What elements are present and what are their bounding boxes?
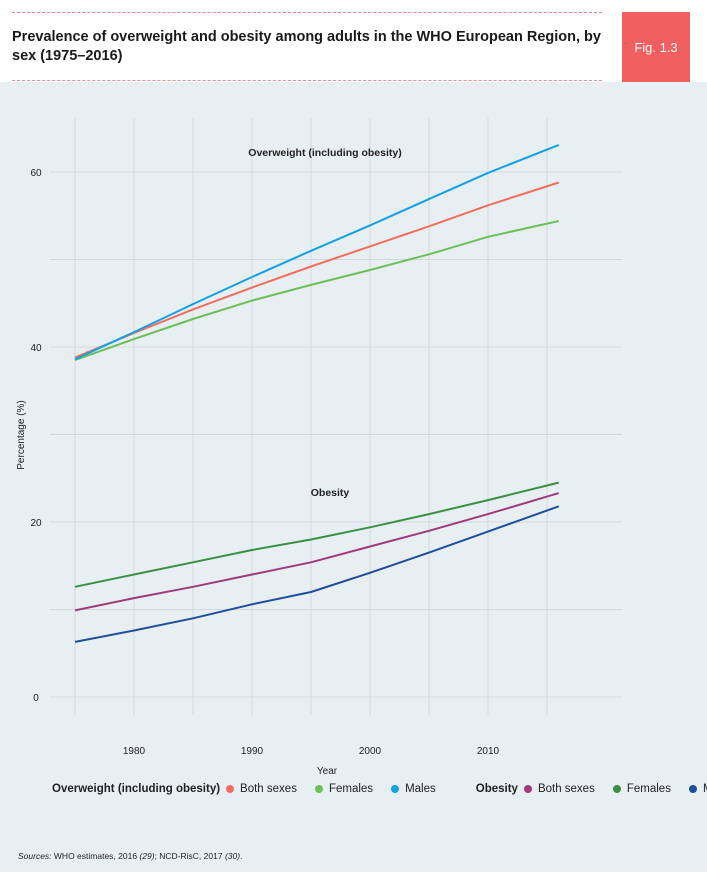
legend-label: Both sexes xyxy=(240,783,297,795)
source-ref: (29) xyxy=(139,851,155,861)
y-axis-label: Percentage (%) xyxy=(16,400,27,469)
legend-item: Females xyxy=(314,783,374,795)
source-text: WHO estimates, 2016 xyxy=(51,851,140,861)
legend-item: Both sexes xyxy=(523,783,595,795)
x-axis-label: Year xyxy=(317,766,338,777)
legend-label: Males xyxy=(703,783,707,795)
legend-group-title: Overweight (including obesity) xyxy=(52,783,221,795)
legend-item: Males xyxy=(688,783,707,795)
source-ref: (30) xyxy=(224,851,241,861)
x-tick-label: 2000 xyxy=(359,746,382,757)
x-tick-label: 1990 xyxy=(241,746,264,757)
source-text: ; NCD-RisC, 2017 xyxy=(154,851,225,861)
legend-marker-icon xyxy=(688,785,697,793)
series-line-obesity-both-sexes xyxy=(74,492,560,612)
x-tick-label: 2010 xyxy=(477,746,500,757)
legend-marker-icon xyxy=(391,785,400,793)
top-divider xyxy=(12,12,602,13)
legend-marker-icon xyxy=(226,785,235,793)
y-tick-label: 0 xyxy=(33,693,39,704)
y-tick-label: 20 xyxy=(30,518,42,529)
figure-label: Fig. 1.3 xyxy=(622,12,690,82)
legend-label: Females xyxy=(328,783,374,795)
x-tick-label: 1980 xyxy=(123,746,146,757)
series-line-overweight-males xyxy=(74,143,560,361)
chart-panel xyxy=(0,82,707,872)
legend-label: Females xyxy=(626,783,671,795)
legend-item: Females xyxy=(612,783,671,795)
legend-marker-icon xyxy=(612,785,621,793)
panel-label-obesity: Obesity xyxy=(311,487,350,499)
series-line-overweight-females xyxy=(74,220,560,362)
legend-label: Males xyxy=(405,783,436,795)
source-prefix: Sources: xyxy=(18,851,52,861)
source-note: Sources: WHO estimates, 2016 (29); NCD-R… xyxy=(18,851,242,861)
source-text: . xyxy=(240,851,243,861)
bottom-divider xyxy=(12,80,602,81)
chart-title: Prevalence of overweight and obesity amo… xyxy=(12,29,601,64)
series-line-overweight-both-sexes xyxy=(74,181,560,359)
legend: Overweight (including obesity) Both sexes… xyxy=(52,783,707,795)
legend-item: Both sexes xyxy=(226,783,297,795)
y-tick-label: 40 xyxy=(30,343,42,354)
y-tick-label: 60 xyxy=(30,168,42,179)
legend-label: Both sexes xyxy=(537,783,595,795)
series-line-obesity-females xyxy=(74,481,560,588)
legend-item: Males xyxy=(391,783,436,795)
series-line-obesity-males xyxy=(74,505,560,643)
legend-marker-icon xyxy=(523,785,532,793)
legend-marker-icon xyxy=(314,785,323,793)
panel-label-overweight: Overweight (including obesity) xyxy=(248,147,401,159)
legend-group-title: Obesity xyxy=(475,783,518,795)
